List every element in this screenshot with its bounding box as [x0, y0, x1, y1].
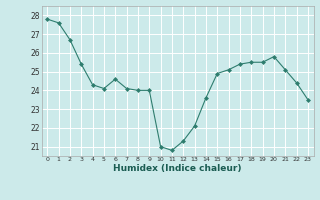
X-axis label: Humidex (Indice chaleur): Humidex (Indice chaleur) — [113, 164, 242, 173]
